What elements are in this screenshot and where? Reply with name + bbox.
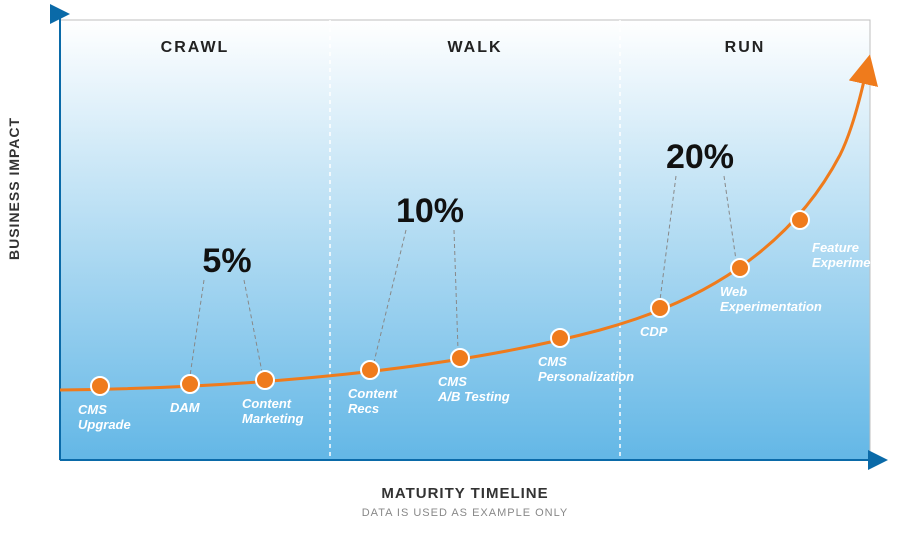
percent-label: 20% <box>666 138 734 176</box>
data-marker <box>361 361 379 379</box>
point-label: Personalization <box>538 369 634 384</box>
point-label: A/B Testing <box>437 389 510 404</box>
point-label: Experimentation <box>720 299 822 314</box>
subtitle: DATA IS USED AS EXAMPLE ONLY <box>362 507 569 519</box>
point-label: Content <box>242 396 292 411</box>
point-label: Content <box>348 386 398 401</box>
percent-label: 5% <box>202 242 251 280</box>
point-label: CMS <box>78 402 107 417</box>
point-label: Web <box>720 284 747 299</box>
data-marker <box>731 259 749 277</box>
point-label: Experimentation <box>812 255 900 270</box>
point-label: Recs <box>348 401 379 416</box>
phase-label: RUN <box>725 39 766 56</box>
point-label: CMS <box>538 354 567 369</box>
data-marker <box>451 349 469 367</box>
chart-svg: CRAWLWALKRUN 5%10%20% CMSUpgradeDAMConte… <box>0 0 900 546</box>
data-marker <box>791 211 809 229</box>
data-marker <box>181 375 199 393</box>
point-label: CDP <box>640 324 668 339</box>
phase-label: CRAWL <box>161 39 230 56</box>
maturity-chart: BUSINESS IMPACT CRAWL WALK RUN 5% 10% 20% <box>0 0 900 546</box>
data-marker <box>651 299 669 317</box>
y-axis-label: BUSINESS IMPACT <box>6 117 22 260</box>
point-label: DAM <box>170 400 201 415</box>
phase-label: WALK <box>447 39 502 56</box>
data-marker <box>91 377 109 395</box>
point-label: Upgrade <box>78 417 131 432</box>
x-axis-label: MATURITY TIMELINE <box>381 485 548 502</box>
point-label: CMS <box>438 374 467 389</box>
point-label: Marketing <box>242 411 303 426</box>
data-marker <box>551 329 569 347</box>
data-marker <box>256 371 274 389</box>
percent-label: 10% <box>396 192 464 230</box>
point-label: Feature <box>812 240 859 255</box>
